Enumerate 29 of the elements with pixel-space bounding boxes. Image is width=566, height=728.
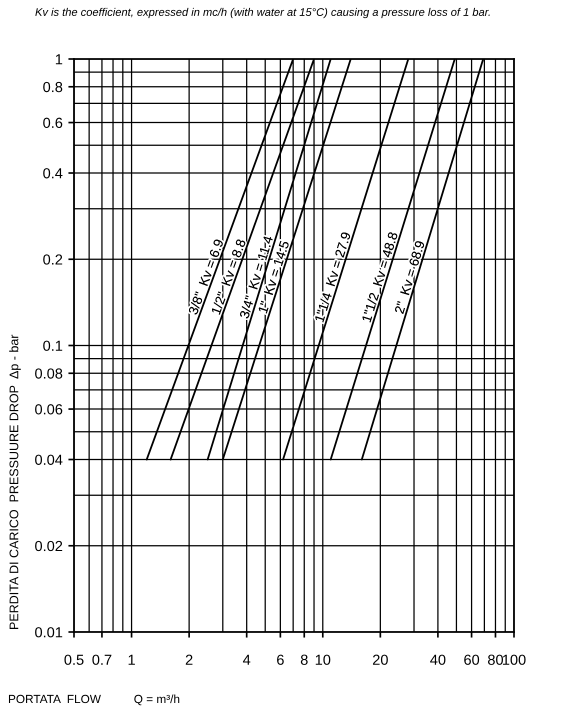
x-tick-label: 2: [186, 654, 192, 665]
y-tick-label: 0.04: [35, 454, 62, 465]
y-tick-label: 0.06: [35, 404, 62, 414]
y-tick-label: 0.4: [43, 168, 62, 178]
x-tick-label: 80: [488, 654, 504, 665]
x-tick-label: 4: [242, 654, 250, 665]
x-tick-label: 20: [372, 654, 388, 665]
text: 1"1/4 Kv = 27.9: [314, 231, 351, 322]
y-tick-label: 0.08: [35, 368, 62, 379]
y-tick-label: 0.01: [35, 627, 62, 638]
y-tick-label: 0.1: [43, 340, 62, 351]
text: 2" Kv = 68.9: [394, 240, 425, 314]
x-tick-label: 6: [277, 654, 284, 665]
x-tick-label: 0.5: [64, 654, 84, 665]
x-tick-label: 60: [464, 654, 480, 665]
x-tick-label: 0.7: [92, 654, 112, 665]
x-axis-title: PORTATA FLOW Q = m³/h: [8, 694, 180, 706]
y-tick-label: 1: [56, 54, 62, 64]
x-tick-label: 100: [502, 654, 526, 665]
x-tick-label: 1: [128, 654, 135, 665]
y-tick-label: 0.02: [35, 540, 62, 552]
chart-title: Kv is the coefficient, expressed in mc/h (with water at 15°C) causing a pressure loss of 1 bar.: [35, 8, 490, 18]
x-tick-label: 10: [316, 654, 330, 665]
y-tick-label: 0.6: [43, 118, 62, 128]
y-tick-label: 0.8: [43, 82, 62, 92]
y-tick-label: 0.2: [43, 254, 62, 265]
x-tick-label: 40: [430, 654, 446, 665]
y-axis-title: PERDITA DI CARICO PRESSUURE DROP Δp - bar: [9, 334, 21, 629]
x-tick-label: 8: [300, 654, 308, 665]
